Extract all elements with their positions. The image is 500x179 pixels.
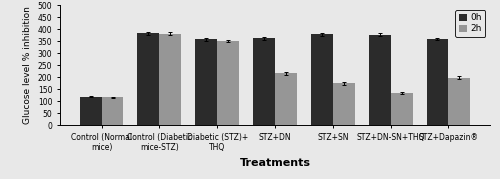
Bar	[426, 39, 448, 125]
Bar	[275, 73, 297, 125]
Bar	[448, 78, 470, 125]
Bar	[138, 33, 160, 125]
Legend: 0h, 2h: 0h, 2h	[455, 10, 486, 37]
Y-axis label: Glucose level % inhibition: Glucose level % inhibition	[23, 6, 32, 124]
Bar	[311, 34, 333, 125]
Bar	[102, 97, 124, 125]
Bar	[333, 83, 355, 125]
Bar	[368, 35, 390, 125]
Bar	[160, 34, 182, 125]
Bar	[80, 96, 102, 125]
Bar	[390, 93, 412, 125]
Bar	[195, 39, 217, 125]
Bar	[253, 38, 275, 125]
X-axis label: Treatments: Treatments	[240, 158, 310, 168]
Bar	[217, 41, 239, 125]
